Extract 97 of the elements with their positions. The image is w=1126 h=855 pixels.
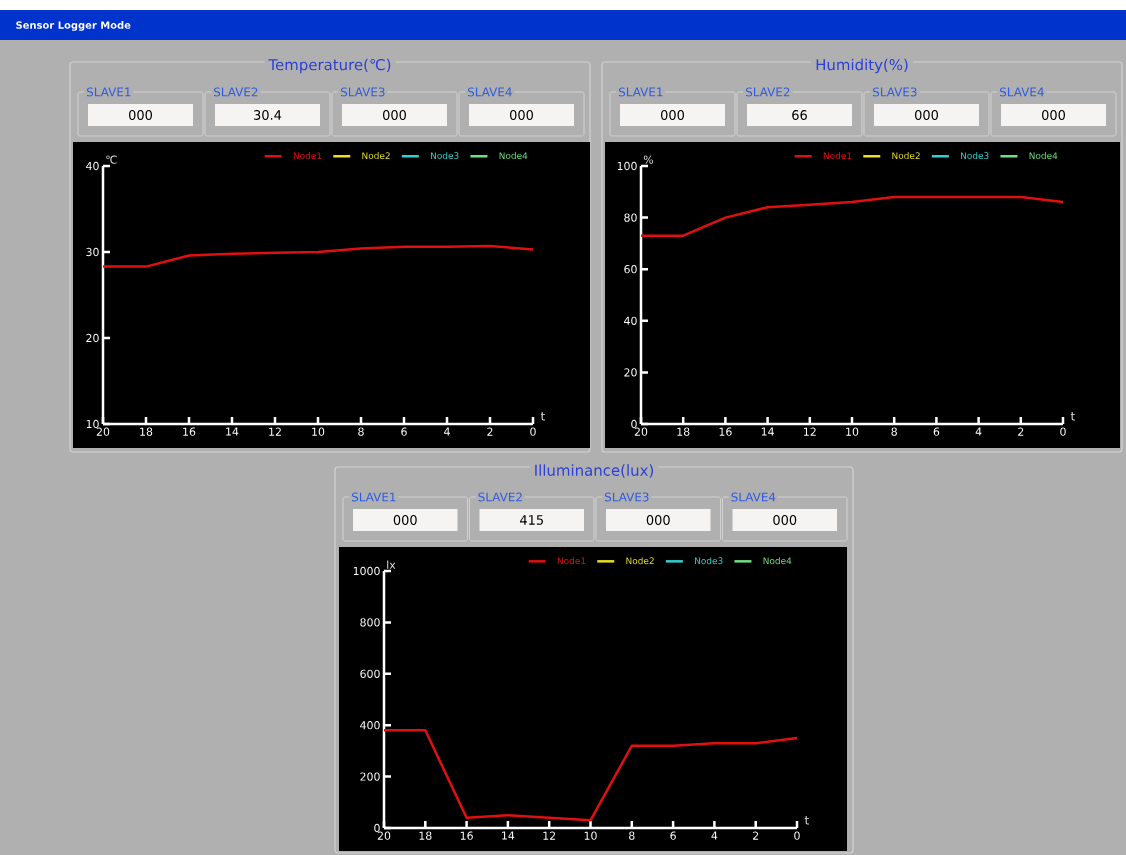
x-tick-label: 12	[543, 831, 556, 840]
text: SLAVE3	[604, 492, 649, 502]
y-tick-label: 10	[86, 419, 99, 429]
legend-label: Node4	[1029, 152, 1058, 160]
y-tick-label: 20	[86, 333, 99, 343]
chart-title: Humidity(%)	[816, 58, 908, 74]
x-tick-label: 16	[719, 427, 732, 436]
y-tick-label: 800	[360, 618, 380, 627]
chart-title: Illuminance(lux)	[535, 464, 654, 478]
text: SLAVE1	[618, 87, 663, 97]
x-tick-label: 18	[140, 427, 153, 436]
text: 000	[510, 110, 533, 120]
legend-label: Node2	[626, 557, 654, 565]
text: 000	[661, 110, 684, 120]
x-tick-label: 16	[183, 427, 196, 436]
y-tick-label: 100	[617, 161, 637, 171]
x-tick-label: 20	[634, 427, 648, 436]
y-tick-label: 0	[631, 419, 637, 429]
x-tick-label: 6	[933, 427, 940, 436]
x-tick-label: 4	[711, 831, 718, 840]
legend-label: Node1	[557, 557, 586, 565]
text: SLAVE4	[999, 87, 1044, 97]
text: SLAVE4	[467, 87, 512, 97]
text: 415	[520, 515, 543, 525]
x-tick-label: 8	[891, 427, 897, 436]
x-tick-label: 4	[444, 427, 450, 436]
legend-label: Node4	[499, 152, 528, 160]
line-series	[101, 244, 535, 268]
y-tick-label: 200	[360, 772, 380, 781]
x-tick-label: 20	[96, 427, 110, 436]
x-tick-label: 6	[401, 427, 407, 436]
y-tick-label: 20	[624, 368, 637, 377]
x-tick-label: 14	[761, 427, 774, 436]
x-tick-label: 12	[804, 427, 816, 436]
x-tick-label: 18	[419, 831, 432, 840]
x-tick-label: 6	[670, 831, 676, 840]
legend-label: Node3	[960, 152, 989, 160]
x-tick-label: 8	[629, 831, 635, 840]
legend-label: Node4	[763, 557, 792, 565]
text: 66	[792, 110, 807, 120]
x-tick-label: 2	[753, 831, 759, 840]
text: 000	[773, 515, 797, 525]
x-tick-label: 10	[312, 427, 325, 436]
text: SLAVE2	[213, 87, 258, 97]
text: Sensor Logger Mode	[16, 21, 131, 31]
y-axis-title: ℃	[106, 155, 117, 164]
text: SLAVE1	[351, 492, 396, 502]
text: 000	[1042, 110, 1065, 120]
text: 000	[393, 515, 417, 525]
text: SLAVE4	[731, 492, 776, 502]
y-axis-title: lx	[387, 560, 396, 569]
text: 30.4	[254, 110, 282, 120]
legend-label: Node1	[293, 152, 322, 160]
legend-label: Node2	[892, 152, 920, 160]
y-tick-label: 60	[624, 265, 637, 274]
y-tick-label: 400	[360, 721, 380, 730]
legend-label: Node3	[430, 152, 459, 160]
text: SLAVE1	[86, 87, 131, 97]
text: SLAVE2	[478, 492, 522, 502]
x-tick-label: 16	[460, 831, 473, 840]
y-tick-label: 0	[374, 823, 380, 833]
x-tick-label: 18	[677, 427, 690, 436]
legend-label: Node1	[823, 152, 852, 160]
text: SLAVE2	[745, 87, 790, 97]
y-tick-label: 40	[624, 316, 637, 325]
y-tick-label: 1000	[353, 566, 380, 576]
text: 000	[915, 110, 938, 120]
x-tick-label: 0	[530, 427, 536, 436]
chart-title: Temperature(℃)	[268, 58, 391, 74]
line-series	[382, 729, 799, 822]
x-axis-title: t	[1070, 412, 1075, 421]
x-tick-label: 14	[226, 427, 239, 436]
text: SLAVE3	[340, 87, 385, 97]
x-tick-label: 2	[487, 427, 493, 436]
x-axis-title: t	[540, 412, 545, 421]
legend-label: Node3	[694, 557, 723, 565]
x-tick-label: 20	[377, 831, 391, 840]
text: SLAVE3	[872, 87, 917, 97]
text: 000	[383, 110, 406, 120]
x-tick-label: 0	[794, 831, 800, 840]
legend-label: Node2	[362, 152, 390, 160]
y-tick-label: 80	[624, 213, 637, 222]
x-tick-label: 2	[1018, 427, 1024, 436]
x-tick-label: 10	[846, 427, 859, 436]
y-tick-label: 40	[86, 161, 99, 171]
y-axis-title: %	[643, 155, 653, 164]
y-tick-label: 600	[360, 669, 380, 678]
y-tick-label: 30	[86, 247, 99, 257]
x-axis-title: t	[804, 816, 809, 825]
x-tick-label: 10	[584, 831, 597, 840]
text: 000	[129, 110, 152, 120]
x-tick-label: 12	[269, 427, 281, 436]
text: 000	[646, 515, 670, 525]
x-tick-label: 14	[502, 831, 515, 840]
x-tick-label: 0	[1060, 427, 1066, 436]
x-tick-label: 4	[975, 427, 982, 436]
x-tick-label: 8	[358, 427, 364, 436]
